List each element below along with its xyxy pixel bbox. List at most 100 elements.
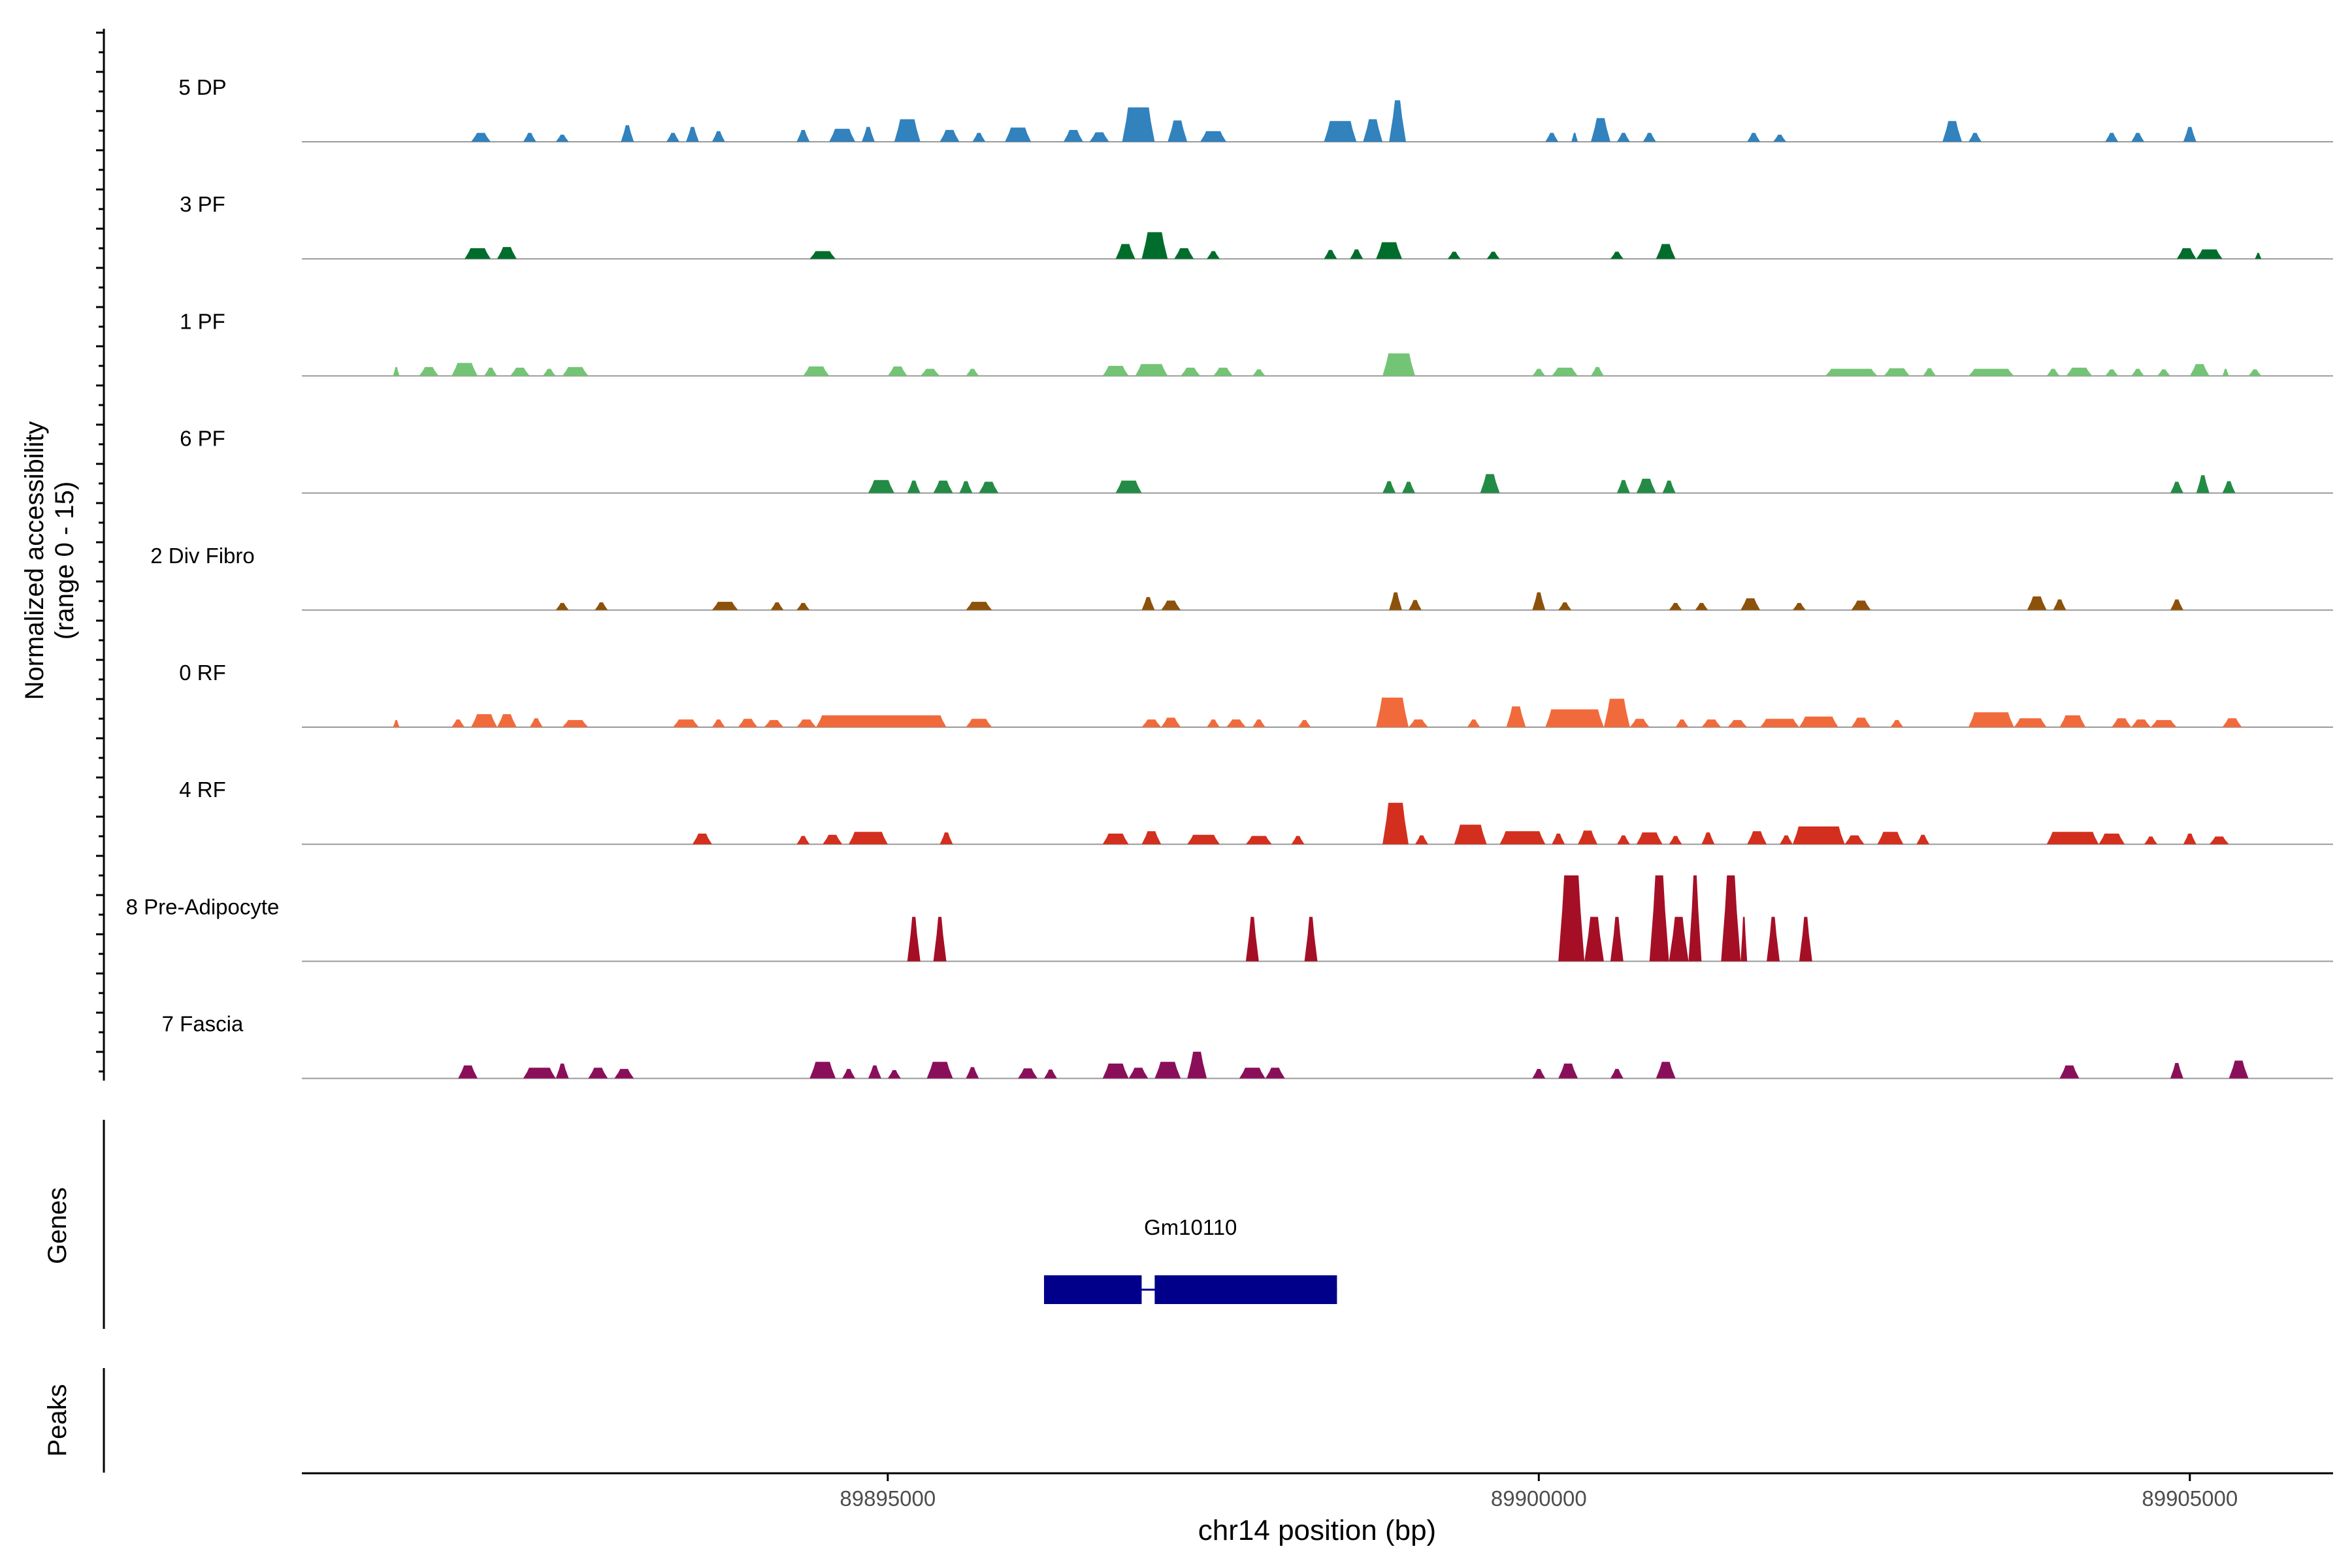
coverage-peak bbox=[907, 917, 921, 962]
gene-exon bbox=[1043, 1275, 1142, 1304]
coverage-peak bbox=[2053, 599, 2066, 610]
coverage-peak bbox=[1656, 244, 1676, 259]
coverage-peak bbox=[1669, 602, 1682, 610]
coverage-peak bbox=[1389, 592, 1402, 610]
coverage-peak bbox=[1447, 252, 1461, 259]
track-2: 3 PF bbox=[180, 192, 2333, 260]
coverage-peak bbox=[2059, 1065, 2080, 1079]
coverage-peak bbox=[2027, 596, 2047, 610]
track-label: 1 PF bbox=[180, 309, 225, 333]
coverage-peak bbox=[1486, 252, 1500, 259]
coverage-tracks: 5 DP 3 PF 1 PF 6 PF 2 Div Fibro 0 RF 4 RF 8 Pre… bbox=[126, 75, 2333, 1079]
coverage-peak bbox=[1141, 232, 1168, 259]
coverage-peak bbox=[1558, 875, 1585, 962]
coverage-peak bbox=[1773, 135, 1786, 142]
coverage-peak bbox=[711, 131, 725, 142]
coverage-peak bbox=[1480, 474, 1500, 493]
coverage-peak bbox=[1701, 832, 1715, 845]
coverage-peak bbox=[1135, 364, 1168, 376]
track-label: 7 Fascia bbox=[162, 1012, 244, 1036]
x-axis-title: chr14 position (bp) bbox=[1198, 1514, 1436, 1546]
track-label: 2 Div Fibro bbox=[150, 544, 255, 568]
coverage-peak bbox=[1063, 129, 1083, 142]
coverage-peak bbox=[1780, 835, 1793, 845]
coverage-peak bbox=[711, 719, 725, 727]
coverage-peak bbox=[1187, 834, 1220, 845]
coverage-peak bbox=[1792, 826, 1845, 845]
coverage-peak bbox=[2170, 599, 2183, 610]
track-label: 0 RF bbox=[179, 661, 226, 685]
coverage-peak bbox=[2183, 127, 2197, 142]
coverage-peak bbox=[1610, 252, 1624, 259]
coverage-peak bbox=[1799, 917, 1812, 962]
track-label: 5 DP bbox=[178, 75, 226, 99]
coverage-peak bbox=[849, 832, 888, 845]
coverage-peak bbox=[2196, 249, 2223, 259]
coverage-peak bbox=[1747, 831, 1767, 845]
coverage-peak bbox=[685, 127, 699, 142]
coverage-peak bbox=[2229, 1060, 2249, 1079]
coverage-peak bbox=[764, 720, 784, 727]
coverage-peak bbox=[497, 714, 517, 727]
coverage-peak bbox=[738, 719, 758, 727]
coverage-peak bbox=[1265, 1068, 1285, 1079]
track-label: 3 PF bbox=[180, 192, 225, 216]
coverage-peak bbox=[2105, 369, 2119, 376]
coverage-peak bbox=[1239, 1068, 1266, 1079]
coverage-peak bbox=[1558, 602, 1572, 610]
coverage-peak bbox=[1187, 1051, 1207, 1079]
coverage-peak bbox=[523, 133, 536, 142]
coverage-peak bbox=[1141, 596, 1155, 610]
coverage-peak bbox=[2046, 368, 2060, 376]
coverage-peak bbox=[1662, 480, 1676, 493]
coverage-peak bbox=[451, 719, 465, 727]
coverage-peak bbox=[2014, 718, 2047, 727]
x-tick-label: 89895000 bbox=[840, 1486, 936, 1511]
gene-annotation: Gm10110 bbox=[1043, 1215, 1337, 1304]
coverage-peak bbox=[711, 602, 738, 610]
coverage-peak bbox=[809, 251, 836, 259]
coverage-peak bbox=[1890, 720, 1904, 727]
coverage-peak bbox=[2209, 836, 2229, 845]
coverage-peak bbox=[1213, 367, 1233, 376]
coverage-peak bbox=[862, 127, 875, 142]
coverage-peak bbox=[2248, 369, 2262, 376]
coverage-peak bbox=[1291, 836, 1305, 845]
coverage-peak bbox=[1350, 249, 1364, 259]
coverage-peak bbox=[1545, 133, 1559, 142]
coverage-peak bbox=[666, 133, 679, 142]
coverage-peak bbox=[1552, 833, 1565, 845]
coverage-peak bbox=[1610, 917, 1624, 962]
track-9: 7 Fascia bbox=[162, 1012, 2333, 1079]
coverage-peak bbox=[1200, 131, 1226, 142]
coverage-peak bbox=[868, 1065, 881, 1079]
coverage-peak bbox=[1089, 132, 1109, 142]
coverage-peak bbox=[529, 718, 543, 727]
coverage-peak bbox=[1721, 875, 1741, 962]
coverage-peak bbox=[542, 368, 556, 376]
track-3: 1 PF bbox=[180, 309, 2333, 377]
coverage-peak bbox=[1968, 133, 1982, 142]
coverage-peak bbox=[1298, 720, 1311, 727]
coverage-peak bbox=[1616, 480, 1630, 493]
coverage-peak bbox=[2222, 368, 2229, 376]
coverage-peak bbox=[1304, 917, 1318, 962]
coverage-peak bbox=[1923, 368, 1936, 376]
coverage-peak bbox=[868, 480, 894, 493]
coverage-peak bbox=[1767, 917, 1780, 962]
coverage-peak bbox=[523, 1068, 556, 1079]
coverage-peak bbox=[972, 133, 986, 142]
coverage-peak bbox=[2151, 720, 2177, 727]
coverage-peak bbox=[2131, 719, 2151, 727]
coverage-peak bbox=[816, 715, 947, 727]
coverage-peak bbox=[1942, 121, 1962, 142]
coverage-peak bbox=[497, 247, 517, 259]
coverage-peak bbox=[451, 363, 478, 376]
coverage-peak bbox=[2222, 718, 2242, 727]
coverage-peak bbox=[673, 719, 699, 727]
coverage-peak bbox=[979, 482, 999, 493]
coverage-peak bbox=[1382, 802, 1409, 845]
coverage-peak bbox=[588, 1068, 608, 1079]
coverage-peak bbox=[939, 129, 960, 142]
coverage-peak bbox=[484, 367, 497, 376]
